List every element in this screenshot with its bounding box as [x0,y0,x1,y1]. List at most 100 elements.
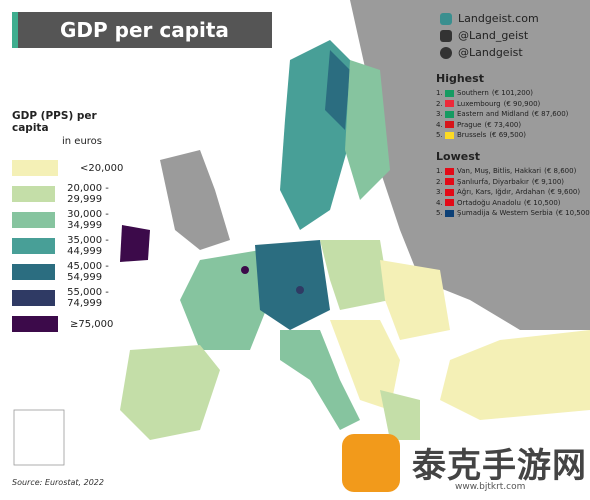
rank-row: 2. Şanlıurfa, Diyarbakır (€ 9,100) [436,177,590,188]
flag [445,199,454,207]
rank-row: 1. Southern (€ 101,200) [436,88,568,99]
region-value: (€ 90,900) [503,99,541,108]
balkans [330,320,400,410]
rank-number: 5. [436,131,443,140]
rank-row: 1. Van, Muş, Bitlis, Hakkari (€ 8,600) [436,166,590,177]
flag [445,178,454,186]
region-name: Southern [457,89,489,98]
legend-subtitle: in euros [62,136,103,147]
region-name: Prague [457,120,482,129]
ireland [120,225,150,262]
finland [345,60,390,200]
legend-swatch [12,212,56,228]
social-row[interactable]: @Land_geist [440,27,539,44]
legend-item: 35,000 - 44,999 [12,233,142,259]
flag [445,209,454,217]
rank-number: 4. [436,120,443,129]
watermark-logo [342,434,400,492]
region-value: (€ 10,500) [555,209,590,218]
rank-row: 4. Ortadoğu Anadolu (€ 10,500) [436,198,590,209]
rank-number: 1. [436,89,443,98]
rank-row: 2. Luxembourg (€ 90,900) [436,99,568,110]
legend-label: 20,000 - 29,999 [67,183,109,205]
france [180,250,270,350]
region-value: (€ 69,500) [489,131,526,140]
watermark: 泰克手游网 www.bjtkrt.com [330,430,590,500]
region-value: (€ 9,100) [531,177,565,186]
region-name: Ortadoğu Anadolu [457,198,521,207]
flag [445,188,454,196]
region-name: Van, Muş, Bitlis, Hakkari [457,167,542,176]
iberia [120,345,220,440]
rank-number: 5. [436,209,443,218]
legend-swatch [12,290,56,306]
turkey [440,330,590,420]
instagram[interactable]: @Land_geist [458,29,529,42]
prague [296,286,304,294]
rank-row: 3. Eastern and Midland (€ 87,600) [436,109,568,120]
inset-frame [13,409,65,466]
list-title: Highest [436,72,484,85]
rank-number: 2. [436,99,443,108]
region-value: (€ 10,500) [523,198,561,207]
poland [320,240,390,310]
region-value: (€ 87,600) [531,110,569,119]
legend-item: ≥75,000 [12,311,142,337]
italy [280,330,360,430]
flag [445,167,454,175]
region-name: Brussels [457,131,487,140]
legend-label: 35,000 - 44,999 [67,235,109,257]
legend-item: 30,000 - 34,999 [12,207,142,233]
social: Landgeist.com @Land_geist @Landgeist [440,10,539,61]
rank-row: 3. Ağrı, Kars, Iğdır, Ardahan (€ 9,600) [436,187,590,198]
legend-label: ≥75,000 [70,318,114,330]
legend-label: 55,000 - 74,999 [67,287,109,309]
greece [380,390,420,440]
rank-row: 5. Şumadija & Western Serbia (€ 10,500) [436,208,590,219]
region-value: (€ 73,400) [484,120,522,129]
legend-item: 55,000 - 74,999 [12,285,142,311]
website[interactable]: Landgeist.com [458,12,539,25]
legend-swatch [12,316,58,332]
legend-item: <20,000 [12,155,142,181]
lowest-list: Lowest 1. Van, Muş, Bitlis, Hakkari (€ 8,6… [436,150,590,219]
legend-title: GDP (PPS) per capita [12,110,97,134]
social-row[interactable]: @Landgeist [440,44,539,61]
rank-number: 2. [436,177,443,186]
title: GDP per capita [12,12,272,48]
region-name: Eastern and Midland [457,110,529,119]
flag [445,131,454,139]
legend-label: <20,000 [80,162,124,174]
rank-number: 3. [436,110,443,119]
flag [445,100,454,108]
region-value: (€ 101,200) [491,89,533,98]
region-name: Şanlıurfa, Diyarbakır [457,177,529,186]
rank-number: 1. [436,167,443,176]
luxembourg [241,266,249,274]
social-row[interactable]: Landgeist.com [440,10,539,27]
source: Source: Eurostat, 2022 [12,478,104,487]
united-kingdom [160,150,230,250]
watermark-name: 泰克手游网 [412,446,587,486]
twitter[interactable]: @Landgeist [458,46,523,59]
romania [380,260,450,340]
non-eu-land [350,0,590,330]
flag [445,89,454,97]
region-name: Ağrı, Kars, Iğdır, Ardahan [457,188,545,197]
list-title: Lowest [436,150,480,163]
highest-list: Highest 1. Southern (€ 101,200) 2. Luxembour… [436,72,568,141]
flag [445,121,454,129]
legend-item: 20,000 - 29,999 [12,181,142,207]
legend-swatch [12,160,58,176]
north-norway [325,50,350,130]
flag [445,110,454,118]
germany [255,240,330,330]
region-name: Şumadija & Western Serbia [457,209,553,218]
legend-label: 30,000 - 34,999 [67,209,109,231]
rank-number: 3. [436,188,443,197]
legend-swatch [12,264,56,280]
legend-item: 45,000 - 54,999 [12,259,142,285]
rank-row: 4. Prague (€ 73,400) [436,120,568,131]
